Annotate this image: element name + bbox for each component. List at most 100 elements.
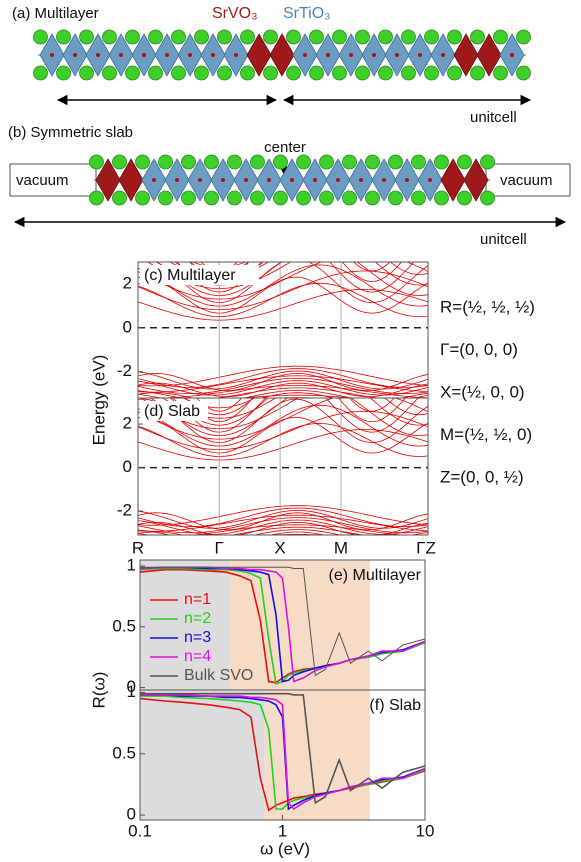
sr-atom: [102, 29, 117, 45]
k-point-label: M=(½, ½, 0): [440, 425, 532, 444]
band-line: [150, 398, 428, 436]
band-line: [138, 264, 428, 307]
atom: [510, 53, 514, 57]
atom: [234, 53, 238, 57]
legend-label: n=4: [184, 648, 211, 665]
panel-title: (c) Multilayer: [144, 267, 236, 284]
reflectivity-line: [140, 566, 426, 677]
sr-atom: [411, 190, 426, 206]
atom: [428, 178, 432, 182]
sr-atom: [263, 65, 278, 81]
atom: [244, 178, 248, 182]
band-line: [138, 517, 428, 534]
band-line: [138, 526, 366, 535]
sr-atom: [56, 65, 71, 81]
atom: [280, 53, 284, 57]
band-line: [138, 276, 428, 314]
sr-atom: [102, 65, 117, 81]
k-point-label: X=(½, 0, 0): [440, 382, 525, 401]
legend-label: n=1: [184, 591, 211, 608]
x-tick-label: 10: [416, 821, 435, 840]
sr-atom: [342, 154, 357, 170]
y-tick-label: 0: [123, 317, 132, 336]
atom: [349, 53, 353, 57]
band-line: [138, 380, 428, 396]
sr-atom: [89, 190, 104, 206]
band-line: [155, 262, 428, 303]
sr-atom: [332, 29, 347, 45]
y-tick-label: -2: [117, 361, 132, 380]
panel-title: (a) Multilayer: [12, 5, 99, 22]
x-axis-label: ω (eV): [260, 839, 310, 858]
y-tick-label: 1: [127, 556, 136, 575]
sr-atom: [56, 29, 71, 45]
sr-atom: [424, 29, 439, 45]
atom: [441, 53, 445, 57]
y-axis-label: R(ω): [89, 672, 108, 709]
atom: [175, 178, 179, 182]
band-line: [138, 422, 428, 457]
sr-atom: [332, 65, 347, 81]
center-label: center: [264, 139, 306, 156]
sr-atom: [273, 190, 288, 206]
label-sto: SrTiO₃: [283, 5, 331, 22]
atom: [198, 178, 202, 182]
sr-atom: [296, 154, 311, 170]
atom: [119, 53, 123, 57]
sr-atom: [493, 65, 508, 81]
title-bg: [140, 265, 259, 285]
sr-atom: [319, 190, 334, 206]
band-line: [139, 398, 299, 429]
legend-label: n=3: [184, 629, 211, 646]
sr-atom: [263, 29, 278, 45]
band-line: [138, 377, 428, 394]
sr-atom: [286, 65, 301, 81]
atom: [474, 178, 478, 182]
band-line: [138, 404, 428, 447]
band-line: [138, 521, 428, 535]
sr-atom: [250, 154, 265, 170]
atom: [211, 53, 215, 57]
title-bg: [140, 401, 208, 421]
sr-atom: [112, 154, 127, 170]
sr-atom: [194, 65, 209, 81]
sr-atom: [319, 154, 334, 170]
band-line: [138, 507, 428, 528]
k-point-label: Γ=(0, 0, 0): [440, 340, 518, 359]
sr-atom: [112, 190, 127, 206]
panel-title: (e) Multilayer: [329, 567, 422, 584]
band-line: [138, 370, 428, 390]
shaded-region: [140, 560, 231, 690]
sr-atom: [355, 65, 370, 81]
sr-atom: [89, 154, 104, 170]
band-line: [138, 375, 428, 393]
y-tick-label: 0.5: [112, 616, 136, 635]
reflectivity-line: [140, 692, 426, 805]
y-tick-label: 0: [127, 805, 136, 824]
atom: [50, 53, 54, 57]
x-tick-label: M: [334, 538, 348, 557]
sr-atom: [342, 190, 357, 206]
sr-atom: [378, 29, 393, 45]
sr-atom: [33, 65, 48, 81]
atom: [165, 53, 169, 57]
sr-atom: [457, 190, 472, 206]
atom: [451, 178, 455, 182]
y-tick-label: -2: [117, 501, 132, 520]
x-tick-label: X: [274, 538, 285, 557]
atom: [290, 178, 294, 182]
band-line: [138, 505, 428, 526]
band-line: [138, 392, 428, 398]
atom: [152, 178, 156, 182]
atom: [267, 178, 271, 182]
sr-atom: [158, 190, 173, 206]
sr-atom: [447, 65, 462, 81]
sr-atom: [516, 65, 531, 81]
band-line: [138, 262, 428, 300]
sr-atom: [493, 29, 508, 45]
sr-atom: [33, 29, 48, 45]
x-tick-label: 0.1: [128, 821, 152, 840]
unitcell-label: unitcell: [480, 231, 527, 248]
sr-atom: [79, 29, 94, 45]
